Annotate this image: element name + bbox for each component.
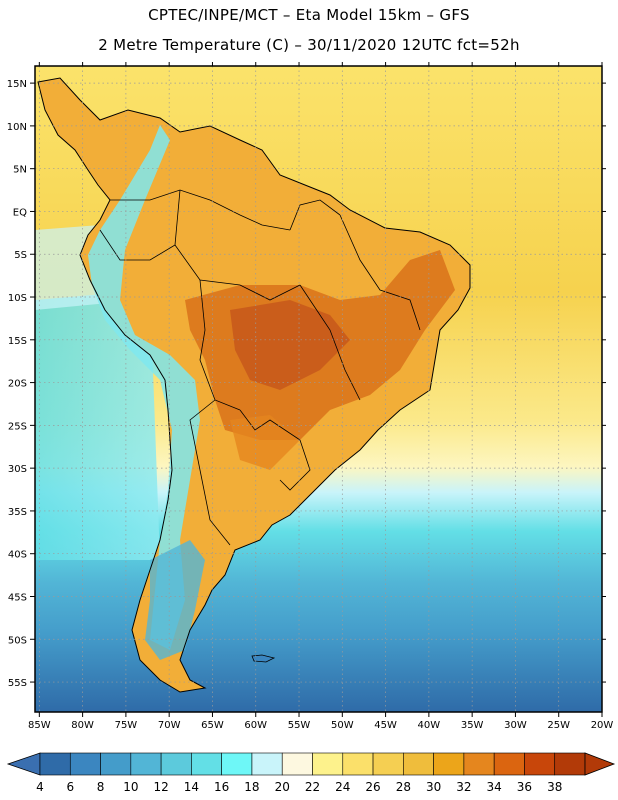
colorbar-label: 28 [396,780,411,794]
lat-label: 5S [14,250,27,261]
colorbar: 4 6 8 10 12 14 16 18 20 22 24 26 28 30 32 34 36 38 [6,752,616,794]
map-frame [34,65,603,713]
map-area [35,66,602,712]
chart-title-line1: CPTEC/INPE/MCT – Eta Model 15km – GFS [148,6,470,24]
lon-label: 85W [28,720,51,731]
colorbar-label: 6 [66,780,74,794]
lat-label: 45S [8,592,27,603]
colorbar-low-arrow [6,752,41,776]
colorbar-label: 34 [487,780,502,794]
lat-label: 55S [8,678,27,689]
colorbar-swatch [160,752,192,776]
lon-label: 25W [547,720,570,731]
pacific-cool-band [35,290,160,560]
colorbar-label: 22 [305,780,320,794]
lon-label: 20W [591,720,614,731]
lat-label: 15S [8,336,27,347]
colorbar-label: 32 [456,780,471,794]
hottest-core-zone [230,300,350,390]
lat-label: EQ [13,207,27,218]
lat-label: 25S [8,421,27,432]
colorbar-label: 8 [97,780,105,794]
colorbar-label: 4 [36,780,44,794]
colorbar-swatch [342,752,374,776]
colorbar-swatch [493,752,525,776]
lon-label: 50W [331,720,354,731]
coastline [37,77,471,693]
lon-label: 35W [461,720,484,731]
lon-label: 65W [201,720,224,731]
colorbar-label: 36 [517,780,532,794]
colorbar-label: 16 [214,780,229,794]
andes-cool-zone [88,125,200,650]
lon-label: 45W [374,720,397,731]
lat-label: 10S [8,293,27,304]
lon-label: 40W [418,720,441,731]
colorbar-swatch [554,752,586,776]
colorbar-swatch [69,752,101,776]
colorbar-swatch [100,752,132,776]
lon-label: 55W [288,720,311,731]
colorbar-swatch [281,752,313,776]
lon-label: 75W [115,720,138,731]
colorbar-swatch [524,752,556,776]
lat-label: 15N [7,79,27,90]
lat-label: 30S [8,464,27,475]
colorbar-swatch [372,752,404,776]
colorbar-label: 18 [244,780,259,794]
axis-ticks: 85W 80W 75W 70W 65W 60W 55W 50W 45W 40W 35W 30W 25W 2… [7,62,614,731]
colorbar-swatch [463,752,495,776]
lon-label: 80W [71,720,94,731]
colorbar-swatch [433,752,465,776]
colorbar-swatch [312,752,344,776]
lon-label: 70W [158,720,181,731]
colorbar-label: 24 [335,780,350,794]
colorbar-label: 26 [365,780,380,794]
colorbar-high-arrow [584,752,616,776]
lat-label: 10N [7,122,27,133]
colorbar-swatch [251,752,283,776]
colorbar-swatch [221,752,253,776]
country-borders [99,189,421,546]
colorbar-swatch [39,752,71,776]
chart-title-line2: 2 Metre Temperature (C) – 30/11/2020 12U… [98,36,520,54]
lat-label: 35S [8,507,27,518]
graticule [35,66,603,712]
lon-label: 60W [244,720,267,731]
lat-label: 20S [8,379,27,390]
colorbar-label: 14 [184,780,199,794]
falkland-islands [251,654,276,663]
colorbar-label: 20 [275,780,290,794]
colorbar-swatch [191,752,222,776]
colorbar-label: 12 [153,780,168,794]
colorbar-swatch [130,752,162,776]
lat-label: 50S [8,635,27,646]
colorbar-label: 30 [426,780,441,794]
lon-label: 30W [504,720,527,731]
colorbar-label: 38 [547,780,562,794]
lat-label: 5N [13,165,27,176]
colorbar-swatch [403,752,434,776]
colorbar-label: 10 [123,780,138,794]
lat-label: 40S [8,550,27,561]
